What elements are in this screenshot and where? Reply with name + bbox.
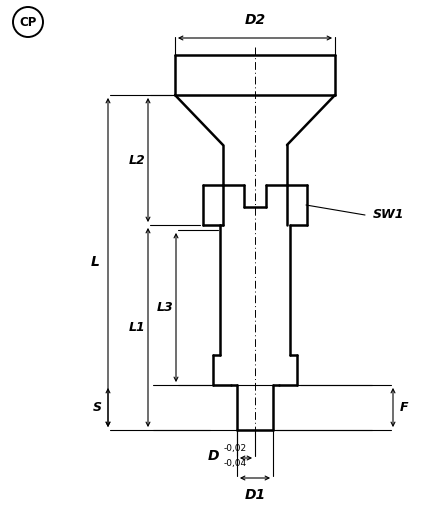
Text: F: F xyxy=(400,401,408,414)
Text: -0,02: -0,02 xyxy=(224,444,247,453)
Text: L: L xyxy=(91,256,99,269)
Text: -0,04: -0,04 xyxy=(224,459,247,468)
Text: D1: D1 xyxy=(245,488,266,502)
Text: D: D xyxy=(208,449,219,463)
Text: L2: L2 xyxy=(129,153,145,167)
Text: L3: L3 xyxy=(157,301,174,314)
Text: D2: D2 xyxy=(245,13,266,27)
Text: L1: L1 xyxy=(129,321,145,334)
Text: S: S xyxy=(92,401,102,414)
Text: CP: CP xyxy=(19,15,37,28)
Text: SW1: SW1 xyxy=(373,209,405,221)
